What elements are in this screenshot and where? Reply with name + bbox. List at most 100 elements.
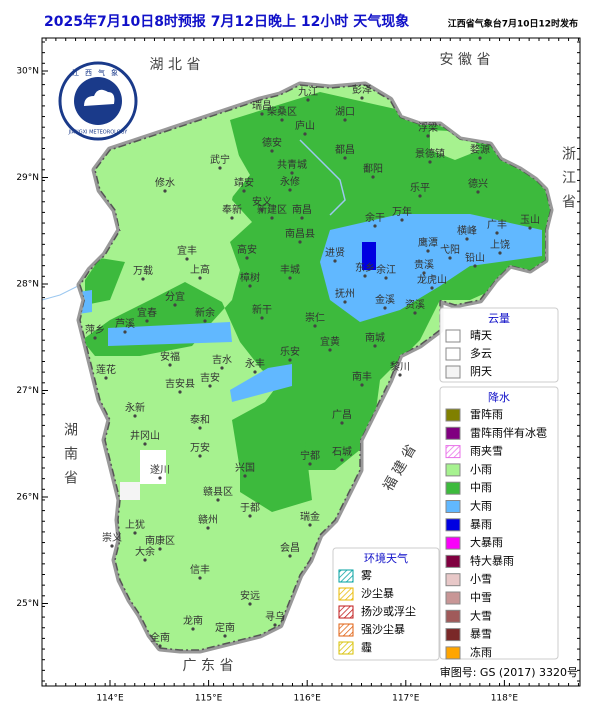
city-label: 永新 — [125, 401, 145, 414]
map-area — [41, 85, 555, 650]
legend-label: 强沙尘暴 — [361, 623, 405, 636]
city-dot — [422, 271, 426, 275]
legend-label: 小雪 — [470, 573, 492, 586]
city-label: 抚州 — [335, 288, 355, 300]
lon-tick-label: 116°E — [294, 694, 322, 704]
city-label: 瑞昌 — [252, 100, 272, 112]
city-dot — [143, 558, 147, 562]
lat-tick-label: 26°N — [16, 493, 39, 503]
light-rain — [110, 140, 250, 240]
city-dot — [253, 370, 257, 374]
city-dot — [243, 474, 247, 478]
legend-label: 特大暴雨 — [470, 553, 514, 567]
city-label: 吉安县 — [165, 377, 195, 390]
city-dot — [333, 259, 337, 263]
city-label: 宜丰 — [177, 244, 197, 257]
city-dot — [430, 286, 434, 290]
river — [41, 284, 81, 301]
city-label: 丰城 — [280, 263, 300, 276]
province-label: 湖南省 — [62, 422, 78, 494]
city-dot — [123, 330, 127, 334]
city-dot — [426, 249, 430, 253]
logo: 江西气象 JIANGXI METEOROLOGY — [58, 61, 138, 141]
city-dot — [340, 421, 344, 425]
city-label: 安福 — [160, 350, 180, 363]
city-label: 鄱阳 — [363, 162, 383, 175]
clear-area — [140, 450, 166, 484]
city-dot — [208, 384, 212, 388]
city-label: 广丰 — [487, 218, 507, 231]
city-dot — [288, 358, 292, 362]
province-label: 浙江省 — [560, 146, 576, 218]
city-label: 龙南 — [183, 614, 203, 627]
legend-label: 冻雨 — [470, 645, 492, 659]
city-label: 德兴 — [468, 177, 488, 190]
city-dot — [242, 189, 246, 193]
city-dot — [306, 98, 310, 102]
city-dot — [363, 274, 367, 278]
city-dot — [158, 644, 162, 648]
city-label: 万安 — [190, 441, 210, 454]
city-dot — [145, 319, 149, 323]
city-dot — [143, 442, 147, 446]
city-label: 石城 — [332, 446, 352, 458]
legend-title: 环境天气 — [364, 551, 408, 565]
city-label: 弋阳 — [440, 243, 460, 256]
city-dot — [198, 426, 202, 430]
city-dot — [206, 526, 210, 530]
city-label: 南昌 — [292, 203, 312, 216]
legend-label: 多云 — [470, 346, 492, 360]
city-label: 宜春 — [137, 306, 157, 319]
city-dot — [260, 316, 264, 320]
city-dot — [230, 216, 234, 220]
city-label: 萍乡 — [85, 324, 105, 336]
city-label: 赣县区 — [203, 485, 233, 498]
city-label: 新余 — [195, 306, 215, 319]
city-label: 寻乌 — [265, 610, 285, 623]
rainstorm — [362, 242, 376, 270]
city-dot — [371, 175, 375, 179]
city-label: 鹰潭 — [418, 236, 438, 249]
heavy-rain — [108, 322, 232, 346]
city-label: 宜黄 — [320, 335, 340, 348]
province-label: 湖 北 省 — [150, 57, 201, 73]
city-dot — [413, 311, 417, 315]
city-dot — [245, 256, 249, 260]
legend-label: 大雨 — [470, 499, 492, 513]
heavy-rain — [230, 364, 292, 402]
city-dot — [270, 216, 274, 220]
legend-label: 大雪 — [470, 608, 492, 622]
lat-tick-label: 30°N — [16, 67, 39, 77]
legend-swatch — [445, 445, 461, 459]
cloudy-area — [120, 482, 140, 500]
legend-box — [439, 307, 559, 383]
legend-label: 中雨 — [470, 481, 492, 494]
lon-tick-label: 114°E — [96, 694, 124, 704]
city-dot — [478, 156, 482, 160]
city-dot — [133, 414, 137, 418]
city-label: 铅山 — [465, 251, 485, 264]
legend-label: 暴雨 — [470, 518, 492, 531]
legend-swatch — [338, 623, 354, 637]
legend-swatch — [338, 641, 354, 655]
legend-swatch — [445, 518, 461, 532]
city-dot — [398, 373, 402, 377]
review-number: 审图号: GS (2017) 3320号 — [440, 665, 578, 679]
city-label: 进贤 — [325, 247, 345, 259]
lat-tick-label: 27°N — [16, 386, 39, 396]
city-dot — [203, 319, 207, 323]
city-dot — [158, 547, 162, 551]
legend-label: 雷阵雨伴有冰雹 — [470, 425, 547, 439]
publisher: 江西省气象台7月10日12时发布 — [448, 18, 578, 30]
city-dot — [384, 276, 388, 280]
legend-swatch — [445, 573, 461, 587]
legend-swatch — [445, 628, 461, 642]
city-dot — [343, 156, 347, 160]
city-label: 上犹 — [125, 519, 145, 531]
city-label: 安远 — [240, 589, 260, 602]
moderate-rain — [240, 440, 312, 512]
legend-swatch — [445, 408, 461, 422]
city-label: 共青城 — [277, 158, 307, 171]
city-label: 全南 — [150, 631, 170, 644]
